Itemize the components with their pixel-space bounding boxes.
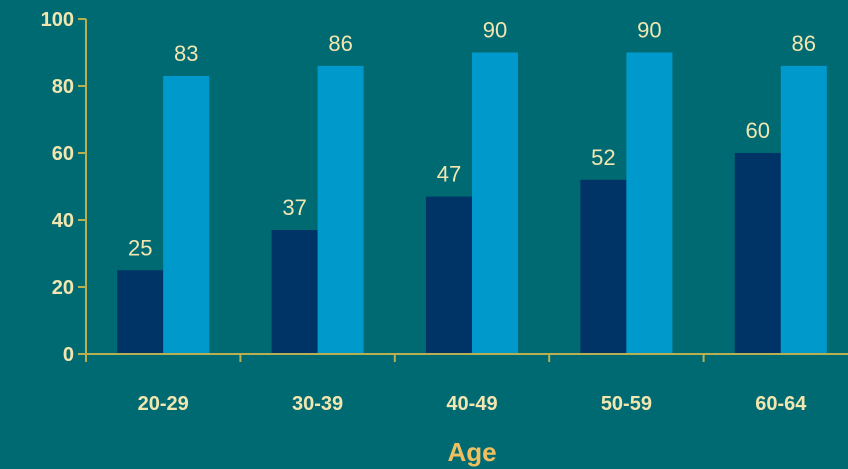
x-tick-label: 60-64: [755, 393, 807, 415]
bar-series2-40-49: [472, 52, 518, 354]
x-tick-label: 30-39: [292, 393, 343, 415]
bar-series1-60-64: [734, 153, 781, 354]
data-label-series1-50-59: 52: [591, 145, 615, 170]
bars-group: [117, 52, 827, 355]
bar-series2-30-39: [317, 65, 364, 355]
y-tick-label: 20: [52, 277, 74, 299]
data-label-series1-20-29: 25: [128, 235, 152, 260]
y-tick-label: 40: [52, 210, 74, 232]
data-label-series2-60-64: 86: [792, 31, 816, 56]
data-label-series1-40-49: 47: [437, 162, 461, 187]
y-tick-label: 0: [63, 344, 74, 366]
y-tick-label: 80: [52, 76, 74, 98]
bar-series1-30-39: [271, 230, 318, 354]
data-label-series2-30-39: 86: [328, 31, 352, 56]
bar-series2-50-59: [626, 52, 673, 354]
x-tick-label: 40-49: [446, 393, 497, 415]
axes-group: [85, 19, 848, 355]
data-label-series1-60-64: 60: [746, 118, 770, 143]
bar-series1-20-29: [117, 270, 164, 354]
bar-series2-20-29: [163, 75, 210, 354]
bar-series1-40-49: [426, 196, 472, 354]
bar-series1-50-59: [580, 179, 627, 354]
data-label-series1-30-39: 37: [282, 195, 306, 220]
data-label-series2-50-59: 90: [637, 18, 661, 43]
y-tick-label: 60: [52, 143, 74, 165]
data-label-series2-40-49: 90: [483, 18, 507, 43]
x-tick-label: 20-29: [138, 393, 189, 415]
y-tick-label: 100: [41, 9, 74, 31]
data-label-series2-20-29: 83: [174, 41, 198, 66]
bar-series2-60-64: [780, 65, 827, 355]
y-ticks-group: 0 20 40 60 80 100: [41, 9, 86, 366]
data-labels-group: 25 37 47 52 60 83 86 90 90 86: [128, 18, 816, 261]
x-ticks-group: 20-29 30-39 40-49 50-59 60-64: [85, 354, 807, 415]
x-axis-title: Age: [447, 437, 496, 467]
x-tick-label: 50-59: [601, 393, 652, 415]
